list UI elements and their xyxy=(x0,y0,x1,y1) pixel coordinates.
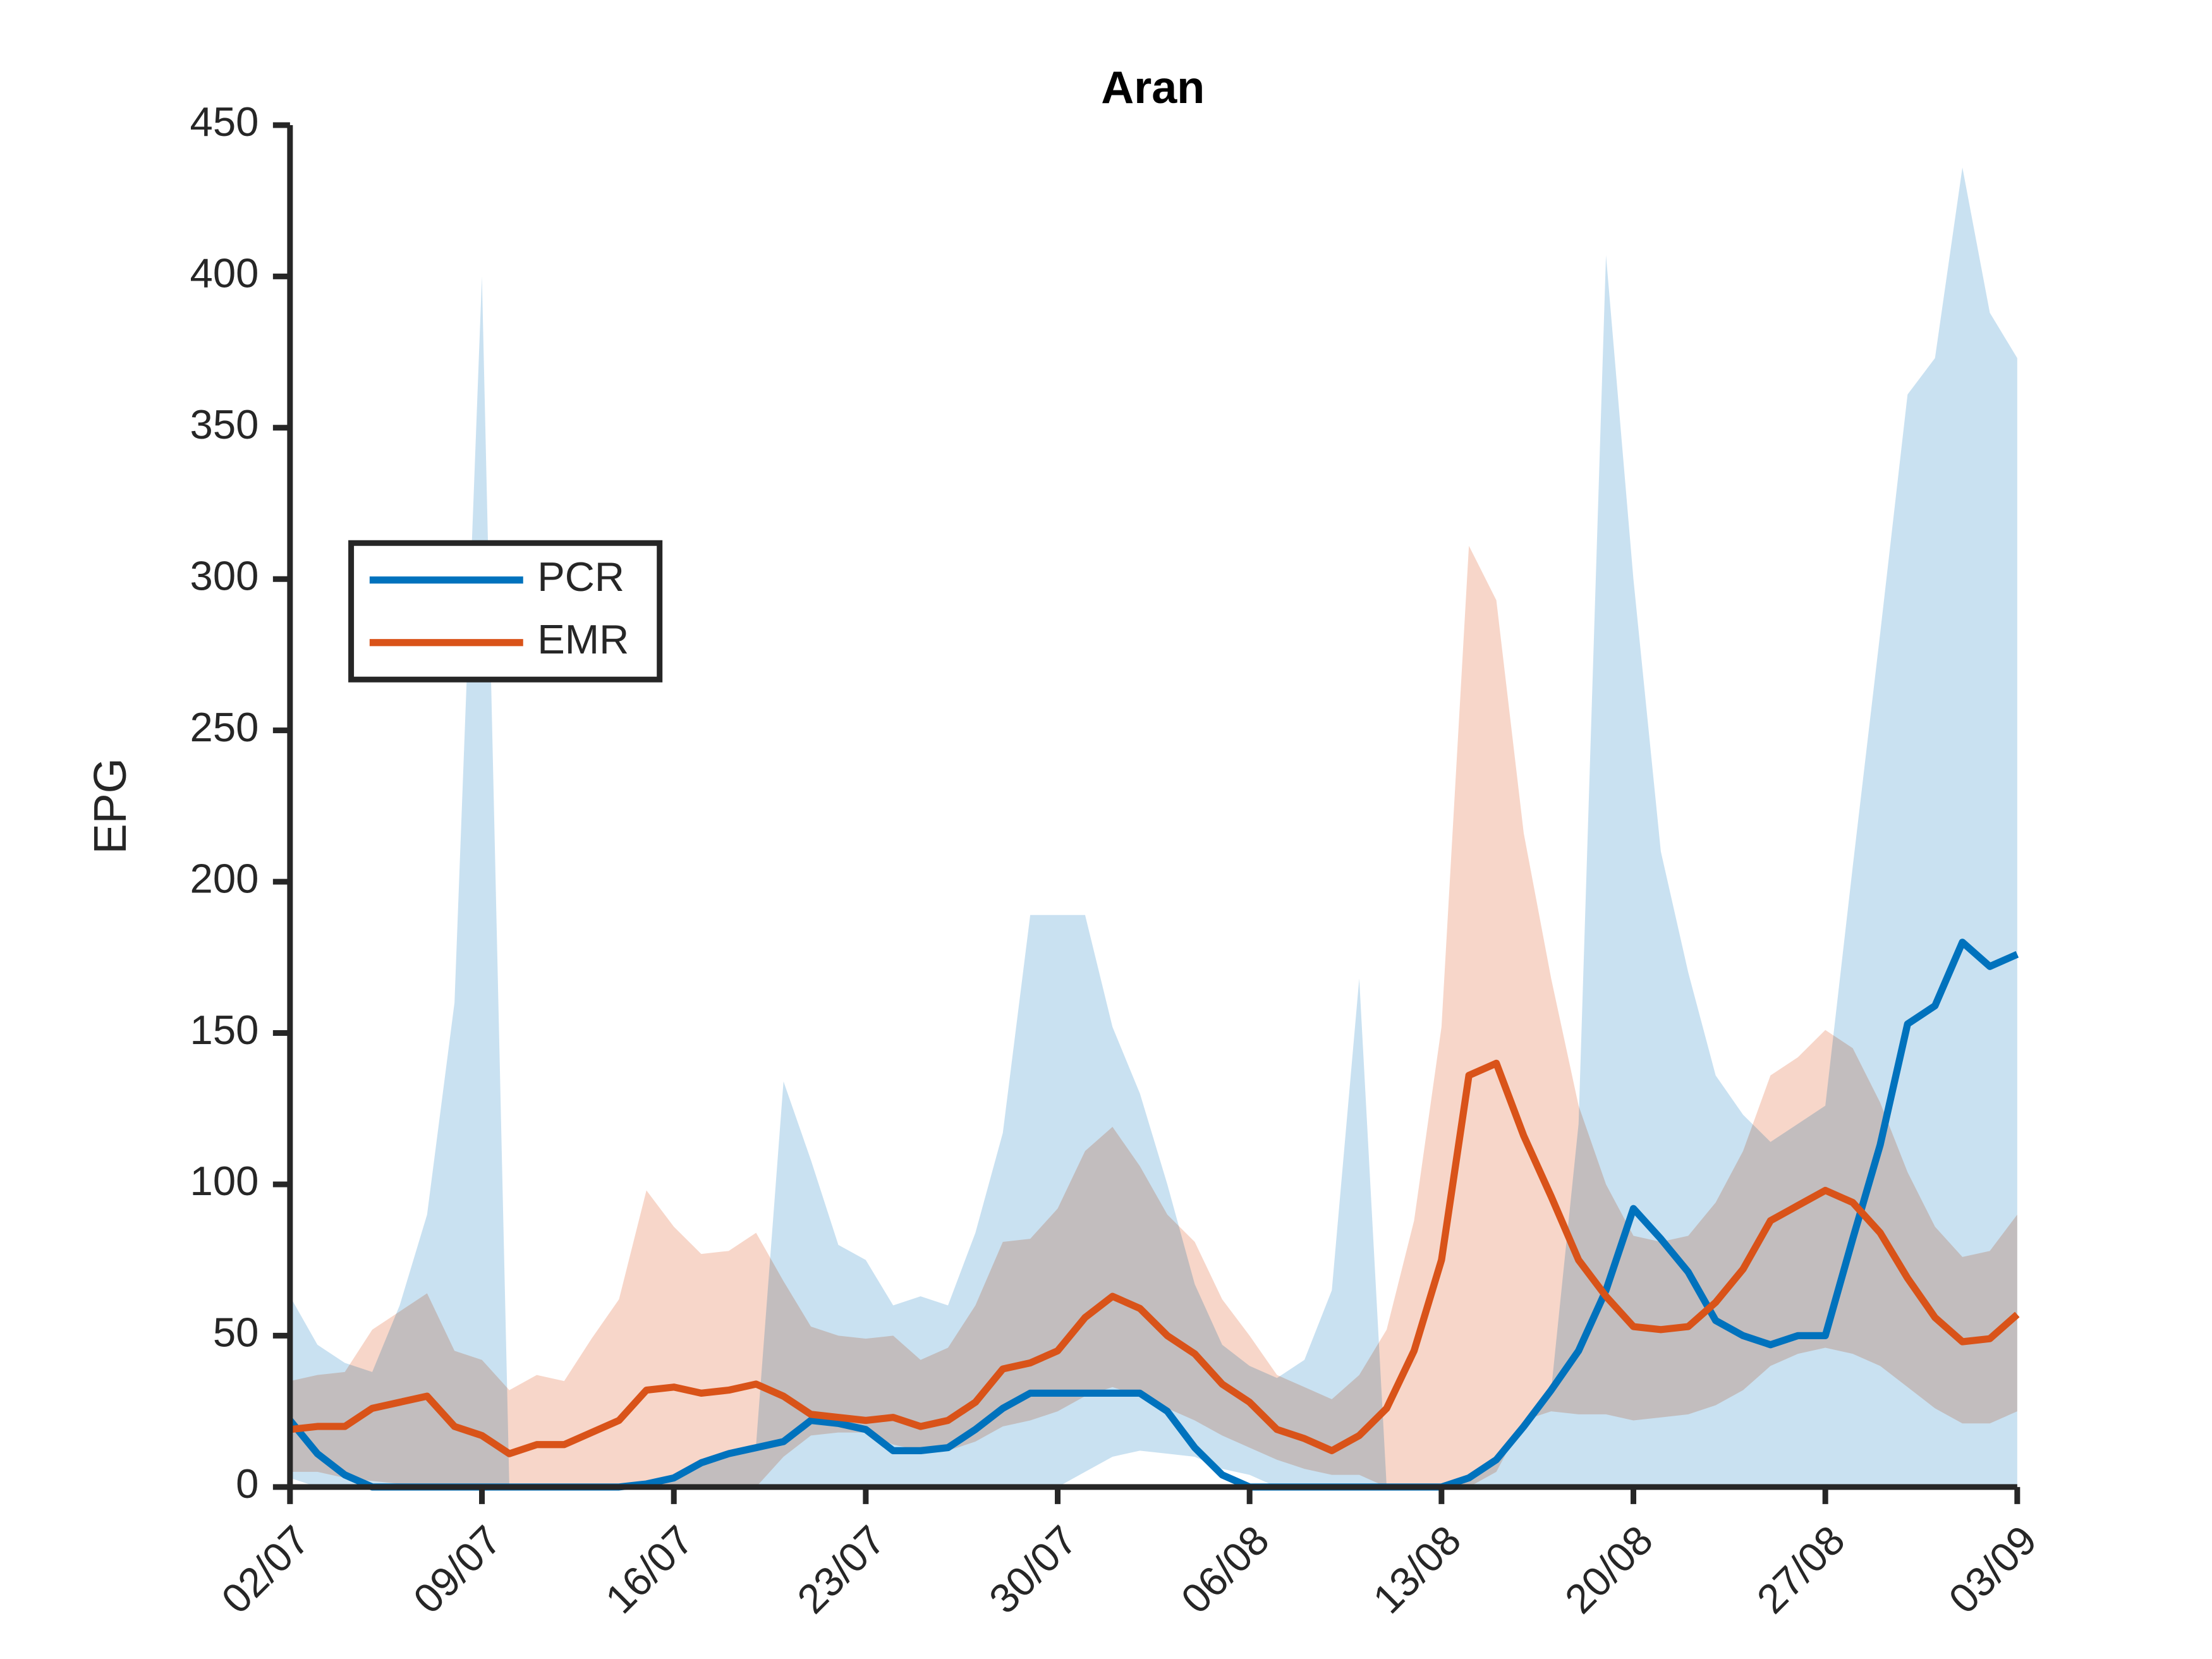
confidence-band xyxy=(289,545,2017,1487)
legend-label: EMR xyxy=(537,616,629,662)
y-tick-label: 0 xyxy=(236,1461,258,1507)
x-tick-label: 09/07 xyxy=(404,1517,510,1622)
chart-title: Aran xyxy=(1101,63,1205,113)
series-line xyxy=(289,1059,2020,1457)
y-tick-label: 400 xyxy=(190,250,259,296)
y-tick-label: 300 xyxy=(190,552,259,599)
x-tick-label: 27/08 xyxy=(1748,1517,1854,1622)
x-tick-label: 06/08 xyxy=(1172,1517,1278,1622)
y-axis-label: EPG xyxy=(85,758,136,854)
legend-label: PCR xyxy=(537,554,624,600)
x-tick-label: 30/07 xyxy=(980,1517,1086,1622)
bands xyxy=(289,167,2017,1487)
y-tick-label: 200 xyxy=(190,855,259,901)
legend: PCR EMR xyxy=(348,540,663,683)
y-tick-label: 150 xyxy=(190,1007,259,1053)
x-tick-label: 23/07 xyxy=(788,1517,894,1622)
y-tick-label: 350 xyxy=(190,401,259,447)
x-tick-label: 13/08 xyxy=(1364,1517,1469,1622)
legend-box xyxy=(348,540,663,683)
y-tick-label: 100 xyxy=(190,1158,259,1204)
x-tick-label: 03/09 xyxy=(1940,1517,2045,1622)
y-tick-label: 450 xyxy=(190,99,259,145)
x-tick-label: 20/08 xyxy=(1556,1517,1662,1622)
y-tick-label: 50 xyxy=(213,1310,259,1356)
y-tick-label: 250 xyxy=(190,704,259,750)
x-tick-label: 16/07 xyxy=(597,1517,702,1622)
x-tick-label: 02/07 xyxy=(212,1517,318,1622)
